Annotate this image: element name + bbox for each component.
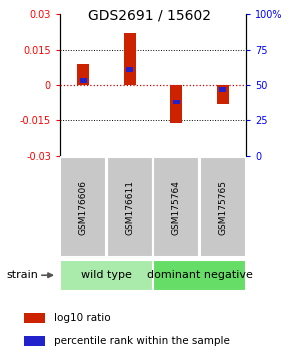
Text: GSM175764: GSM175764 [172,179,181,235]
Bar [154,260,245,291]
Bar [126,67,133,72]
Text: strain: strain [6,270,38,280]
Text: wild type: wild type [81,270,132,280]
Bar [24,336,45,347]
Text: GDS2691 / 15602: GDS2691 / 15602 [88,9,212,23]
Bar [61,157,106,257]
Text: log10 ratio: log10 ratio [54,313,111,323]
Text: dominant negative: dominant negative [147,270,252,280]
Bar [61,260,152,291]
Text: GSM176611: GSM176611 [125,179,134,235]
Text: GSM175765: GSM175765 [218,179,227,235]
Bar [107,157,152,257]
Bar [170,85,182,123]
Text: GSM176606: GSM176606 [79,179,88,235]
Bar [80,78,87,83]
Bar [77,64,89,85]
Bar [219,87,226,92]
Text: percentile rank within the sample: percentile rank within the sample [54,336,230,346]
Bar [24,313,45,323]
Bar [200,157,245,257]
Bar [124,33,136,85]
Bar [173,99,180,104]
Bar [217,85,229,104]
Bar [154,157,199,257]
